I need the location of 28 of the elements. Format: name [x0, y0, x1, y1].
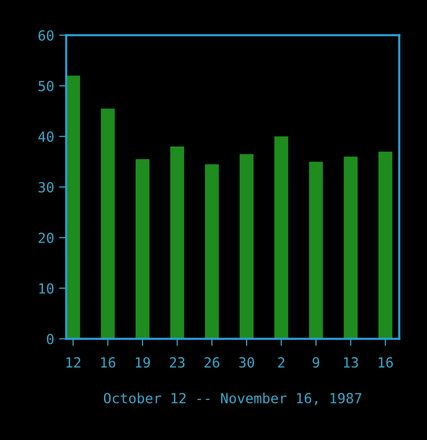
- bar: [378, 152, 392, 339]
- bar: [274, 136, 288, 339]
- x-tick-label: 23: [170, 357, 185, 368]
- x-tick-label: 2: [278, 357, 284, 368]
- x-tick-label: 26: [204, 357, 220, 368]
- bar: [344, 156, 358, 339]
- bar: [100, 108, 115, 339]
- x-axis-title: October 12 -- November 16, 1987: [104, 392, 362, 406]
- bar: [309, 162, 323, 339]
- y-tick-label: 0: [46, 334, 54, 344]
- x-tick-label: 19: [136, 357, 150, 368]
- y-tick-label: 30: [38, 182, 54, 193]
- x-tick-label: 13: [344, 357, 358, 368]
- x-tick-label: 16: [101, 357, 116, 368]
- x-tick-label: 9: [312, 357, 320, 368]
- bar: [170, 146, 184, 339]
- y-tick-label: 10: [39, 283, 54, 294]
- x-tick-label: 12: [66, 357, 80, 368]
- y-tick-label: 20: [38, 232, 54, 244]
- y-tick-label: 40: [38, 131, 54, 142]
- x-tick-label: 16: [378, 357, 393, 368]
- y-tick-label: 50: [38, 80, 54, 92]
- bar: [66, 76, 80, 339]
- x-tick-label: 30: [239, 357, 254, 368]
- bar: [240, 154, 254, 339]
- bar: [136, 159, 150, 339]
- bar: [204, 164, 219, 339]
- y-tick-label: 60: [38, 30, 54, 41]
